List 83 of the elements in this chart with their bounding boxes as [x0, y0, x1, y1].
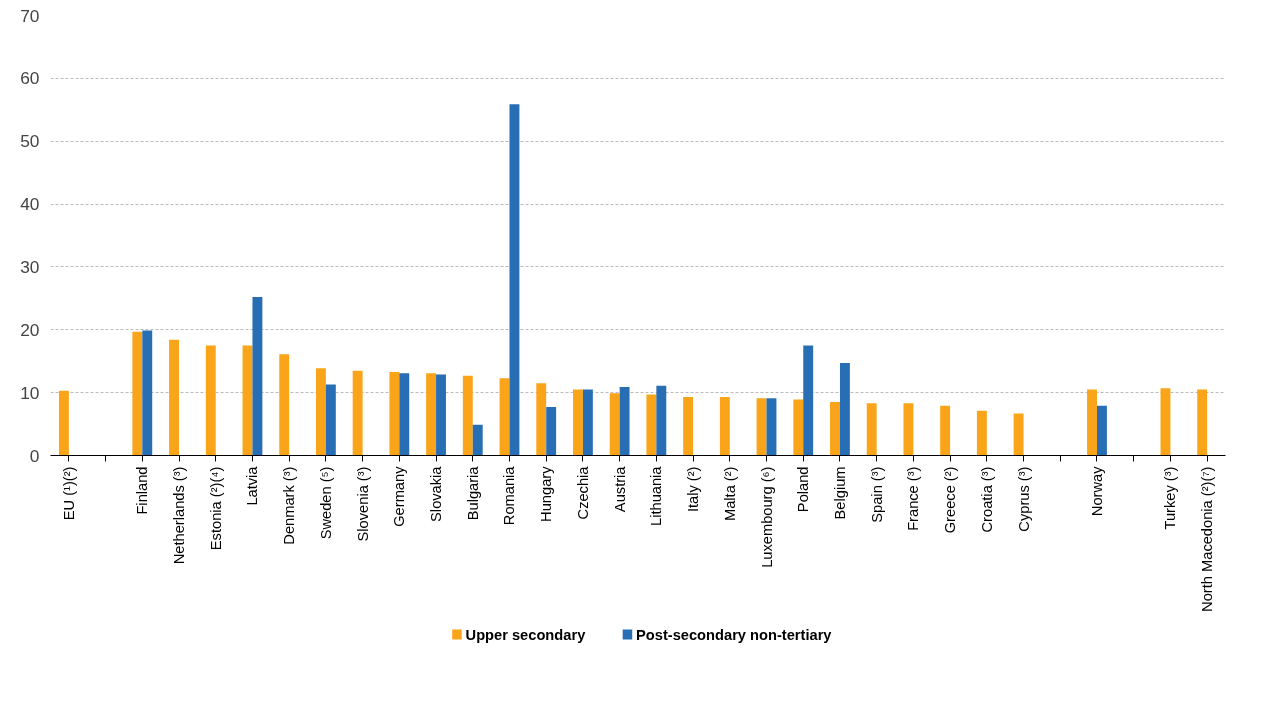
bar	[756, 398, 767, 456]
x-tick-label: Austria	[611, 465, 628, 513]
x-tick-label: Italy (²)	[685, 466, 702, 513]
x-tick-label: Lithuania	[648, 465, 665, 526]
y-tick-label: 10	[20, 382, 40, 403]
bar	[646, 394, 657, 456]
x-tick-label: Hungary	[538, 465, 555, 522]
bar	[1160, 388, 1171, 456]
x-tick-label: Netherlands (³)	[171, 466, 188, 565]
bar	[546, 407, 557, 456]
x-tick-label: Cyprus (³)	[1015, 466, 1032, 532]
bar	[803, 345, 814, 456]
bar	[472, 424, 483, 456]
bar	[242, 345, 253, 456]
bar	[866, 403, 877, 456]
bar	[903, 403, 914, 456]
bar	[426, 373, 437, 456]
x-tick-label: Bulgaria	[464, 465, 481, 521]
bar	[252, 297, 263, 456]
x-tick-label: EU (¹)(²)	[60, 466, 77, 521]
bar	[279, 354, 290, 456]
bar	[582, 389, 593, 456]
bar	[352, 370, 363, 456]
x-tick-label: Poland	[795, 466, 812, 513]
y-tick-label: 40	[20, 194, 40, 215]
x-tick-label: Slovakia	[428, 465, 445, 522]
y-tick-label: 20	[20, 319, 40, 340]
y-tick-label: 60	[20, 68, 40, 89]
y-tick-label: 30	[20, 256, 40, 277]
bar	[132, 331, 143, 456]
legend-label: Post-secondary non-tertiary	[636, 626, 833, 643]
bar	[656, 385, 667, 456]
x-tick-label: Sweden (⁵)	[317, 466, 334, 540]
bar	[619, 386, 630, 456]
bar	[58, 390, 69, 456]
x-tick-label: Luxembourg (⁶)	[758, 466, 775, 568]
x-tick-label: Estonia (²)(⁴)	[207, 466, 224, 551]
x-tick-label: Slovenia (³)	[354, 466, 371, 542]
bar	[169, 339, 180, 456]
bar	[536, 383, 547, 456]
x-tick-label: Latvia	[244, 465, 261, 506]
bar	[399, 373, 410, 456]
bar	[830, 402, 840, 456]
x-tick-label: Croatia (³)	[978, 466, 995, 533]
bar	[1013, 413, 1024, 456]
bar	[315, 368, 326, 456]
x-tick-label: Turkey (³)	[1162, 466, 1179, 530]
x-tick-label: France (³)	[905, 466, 922, 531]
bar	[940, 405, 951, 456]
y-tick-label: 0	[29, 445, 40, 466]
bar	[839, 363, 850, 456]
x-tick-label: Germany	[391, 465, 408, 527]
x-tick-label: Belgium	[831, 466, 848, 520]
bar	[976, 410, 987, 456]
x-tick-label: Romania	[501, 465, 518, 526]
bar	[436, 374, 446, 456]
bar	[1087, 389, 1097, 456]
x-tick-label: Norway	[1088, 465, 1105, 517]
bar	[766, 398, 777, 456]
x-tick-label: North Macedonia (²)(⁷)	[1199, 466, 1216, 612]
bar	[142, 330, 153, 456]
x-tick-label: Czechia	[574, 465, 591, 520]
bar	[205, 345, 216, 456]
bar	[1197, 389, 1208, 456]
bar	[509, 104, 520, 456]
legend-label: Upper secondary	[465, 626, 587, 643]
bar	[793, 399, 804, 456]
bar	[573, 389, 583, 456]
bar	[499, 378, 510, 456]
y-tick-label: 70	[20, 5, 40, 26]
x-tick-label: Finland	[134, 466, 151, 515]
x-tick-label: Spain (³)	[868, 466, 885, 523]
x-tick-label: Greece (²)	[942, 466, 959, 534]
y-tick-label: 50	[20, 131, 40, 152]
x-tick-label: Denmark (³)	[281, 466, 298, 545]
x-tick-label: Malta (²)	[721, 466, 738, 522]
bar	[719, 397, 730, 456]
bar	[1096, 405, 1107, 456]
bar	[389, 371, 400, 456]
bar	[609, 393, 620, 456]
bar	[462, 375, 473, 456]
bar	[683, 397, 694, 456]
bar	[325, 384, 336, 456]
